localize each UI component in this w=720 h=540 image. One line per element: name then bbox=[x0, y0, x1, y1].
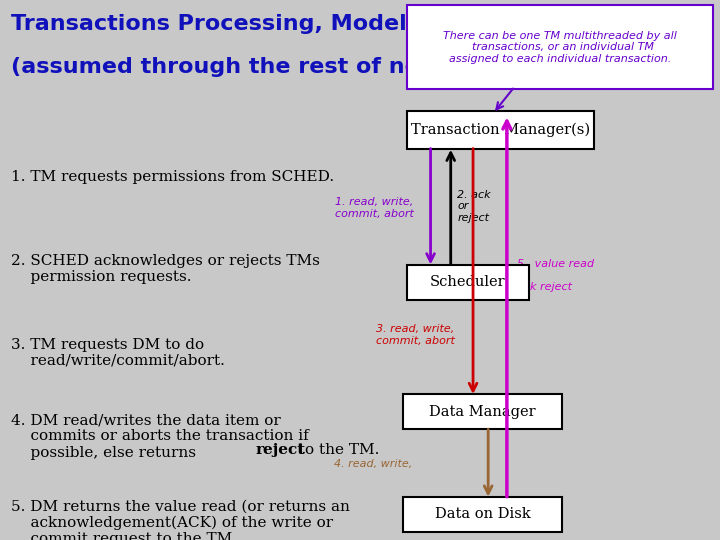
Text: Data Manager: Data Manager bbox=[429, 405, 536, 418]
Text: Scheduler: Scheduler bbox=[430, 275, 506, 289]
Text: 4. read, write,: 4. read, write, bbox=[334, 460, 412, 469]
Text: 2. ack
or
reject: 2. ack or reject bbox=[457, 190, 491, 223]
FancyBboxPatch shape bbox=[403, 394, 562, 429]
Text: 1. read, write,
commit, abort: 1. read, write, commit, abort bbox=[335, 197, 414, 219]
Text: 3. read, write,
commit, abort: 3. read, write, commit, abort bbox=[376, 324, 455, 346]
Text: (assumed through the rest of notes): (assumed through the rest of notes) bbox=[11, 57, 469, 77]
Text: 5. DM returns the value read (or returns an
    acknowledgement(ACK) of the writ: 5. DM returns the value read (or returns… bbox=[11, 500, 350, 540]
Text: 5.  value read
or
ack reject: 5. value read or ack reject bbox=[517, 259, 594, 292]
Text: Transactions Processing, Model-2: Transactions Processing, Model-2 bbox=[11, 14, 431, 33]
FancyBboxPatch shape bbox=[407, 265, 529, 300]
FancyBboxPatch shape bbox=[407, 5, 713, 89]
Text: 2. SCHED acknowledges or rejects TMs
    permission requests.: 2. SCHED acknowledges or rejects TMs per… bbox=[11, 254, 320, 284]
Text: 4. DM read/writes the data item or
    commits or aborts the transaction if
    : 4. DM read/writes the data item or commi… bbox=[11, 413, 309, 460]
Text: 1. TM requests permissions from SCHED.: 1. TM requests permissions from SCHED. bbox=[11, 170, 334, 184]
Text: There can be one TM multithreaded by all
  transactions, or an individual TM
ass: There can be one TM multithreaded by all… bbox=[443, 31, 677, 64]
FancyBboxPatch shape bbox=[407, 111, 594, 148]
Text: to the TM.: to the TM. bbox=[294, 443, 379, 457]
Text: reject: reject bbox=[256, 443, 305, 457]
FancyBboxPatch shape bbox=[403, 497, 562, 532]
Text: 3. TM requests DM to do
    read/write/commit/abort.: 3. TM requests DM to do read/write/commi… bbox=[11, 338, 225, 368]
Text: Transaction Manager(s): Transaction Manager(s) bbox=[411, 123, 590, 137]
Text: Data on Disk: Data on Disk bbox=[435, 508, 530, 521]
